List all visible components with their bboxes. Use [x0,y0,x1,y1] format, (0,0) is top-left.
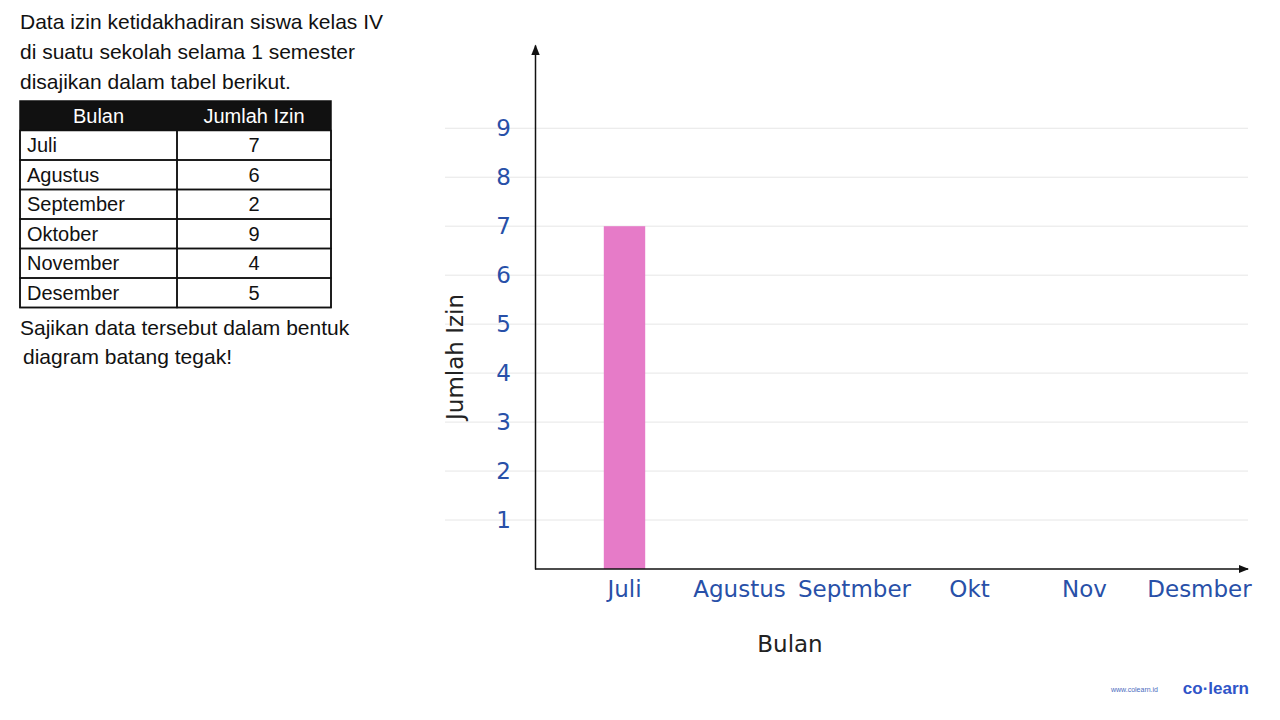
table-header: Jumlah Izin [203,105,304,127]
y-tick-label: 8 [496,164,511,190]
y-tick-label: 7 [496,213,511,239]
problem-text: Data izin ketidakhadiran siswa kelas IV [20,10,383,33]
table: Bulan Jumlah Izin Juli 7 Agustus 6 September 2 O… [20,101,331,308]
problem-text: di suatu sekolah selama 1 semester [20,40,355,63]
y-tick-label: 5 [496,311,511,337]
table-text: 5 [248,282,259,304]
x-tick: Juli [605,569,641,602]
footer-brand: co·learn [1183,679,1249,698]
x-tick-label: Okt [949,576,989,602]
grid-line [445,275,1248,276]
x-axis-line [535,568,1248,570]
table-cell [20,249,177,279]
y-tick: 3 [496,409,535,435]
x-tick-label: Septmber [798,576,912,602]
y-tick: 6 [496,262,535,288]
x-tick-label: Nov [1062,576,1107,602]
y-tick-label: 9 [496,115,511,141]
x-tick-label: Desmber [1147,576,1252,602]
table-text: 2 [248,193,259,215]
y-tick: 5 [496,311,535,337]
y-tick: 4 [496,360,535,386]
grid-line [445,128,1248,129]
table-cell [20,131,177,161]
footer-url: www.colearn.id [1110,686,1158,693]
y-axis-title: Jumlah Izin [442,294,468,422]
y-tick: 1 [496,507,535,533]
grid-line [445,324,1248,325]
y-tick: 2 [496,458,535,484]
x-axis: Juli Agustus Septmber Okt Nov Desmber [535,569,1252,602]
table-text: 9 [248,223,259,245]
instruction-text: Sajikan data tersebut dalam bentuk [20,316,350,339]
y-tick-label: 1 [496,507,511,533]
y-tick: 8 [496,164,535,190]
instruction-text: diagram batang tegak! [23,345,232,368]
grid-line [445,520,1248,521]
y-tick: 9 [496,115,535,141]
grid-line [445,177,1248,178]
table-cell [20,219,177,249]
table-cell [20,190,177,220]
bar [604,226,645,569]
y-axis-line [535,46,537,570]
table-cell [20,278,177,308]
x-tick-label: Juli [605,576,641,602]
table-header-bg [20,101,331,131]
table-cell [177,131,331,161]
y-axis: 1 2 3 4 5 6 7 8 9 [496,46,535,570]
table-text: 4 [248,252,259,274]
problem-text: disajikan dalam tabel berikut. [20,70,291,93]
grid-line [445,471,1248,472]
table-cell [177,249,331,279]
y-tick-label: 3 [496,409,511,435]
y-tick-label: 6 [496,262,511,288]
table-text: November [27,252,120,274]
table-text: Oktober [27,223,98,245]
table-cell [177,190,331,220]
table-cell [177,160,331,190]
grid [445,128,1248,520]
x-tick: Okt [949,569,989,602]
page: Data izin ketidakhadiran siswa kelas IV d… [0,0,1280,720]
table-text: 6 [248,164,259,186]
y-tick: 7 [496,213,535,239]
table-header: Bulan [73,105,124,127]
x-tick: Septmber [798,569,912,602]
table-border [20,101,331,308]
grid-line [445,373,1248,374]
table-cell [177,219,331,249]
y-tick-label: 2 [496,458,511,484]
x-tick: Nov [1062,569,1107,602]
table-cell [20,160,177,190]
grid-line [445,422,1248,423]
table-text: Agustus [27,164,99,186]
table-cell [177,278,331,308]
x-tick: Agustus [693,569,785,602]
table-text: 7 [248,134,259,156]
x-axis-title: Bulan [757,631,822,657]
x-tick: Desmber [1147,569,1252,602]
table-text: Juli [27,134,57,156]
grid-line [445,226,1248,227]
y-tick-label: 4 [496,360,511,386]
bars [604,226,645,569]
x-tick-label: Agustus [693,576,785,602]
table-text: September [27,193,125,215]
table-text: Desember [27,282,120,304]
